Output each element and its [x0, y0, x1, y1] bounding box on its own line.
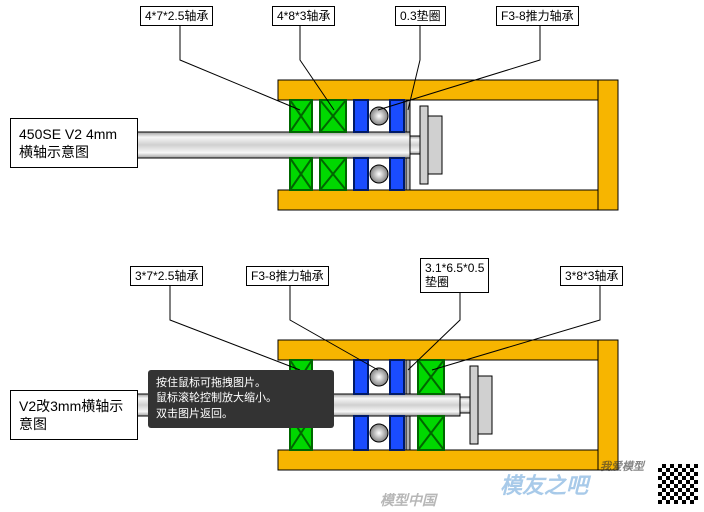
- d1-label-2: 4*8*3轴承: [272, 6, 335, 26]
- diagram-1: [60, 22, 618, 210]
- watermark-2: 模型中国: [380, 490, 436, 510]
- qr-code: [656, 462, 700, 506]
- tooltip-overlay: 按住鼠标可拖拽图片。 鼠标滚轮控制放大缩小。 双击图片返回。: [148, 370, 334, 428]
- watermark-3: 我爱模型: [600, 458, 644, 474]
- d2-label-1: 3*7*2.5轴承: [130, 266, 203, 286]
- bearings-top-1: [290, 100, 410, 132]
- canvas: 4*7*2.5轴承 4*8*3轴承 0.3垫圈 F3-8推力轴承 450SE V…: [0, 0, 704, 512]
- d2-title: V2改3mm横轴示 意图: [10, 390, 138, 440]
- watermark-1: 模友之吧: [500, 468, 588, 500]
- flange-2: [470, 366, 492, 444]
- d1-label-3: 0.3垫圈: [395, 6, 446, 26]
- bearings-bottom-1: [290, 158, 410, 190]
- diagram-2: [60, 282, 618, 470]
- d2-label-4: 3*8*3轴承: [560, 266, 623, 286]
- flange-1: [420, 106, 442, 184]
- d1-label-1: 4*7*2.5轴承: [140, 6, 213, 26]
- d2-label-2: F3-8推力轴承: [246, 266, 329, 286]
- d1-label-4: F3-8推力轴承: [496, 6, 579, 26]
- d2-label-3: 3.1*6.5*0.5 垫圈: [420, 258, 489, 293]
- d1-title: 450SE V2 4mm 横轴示意图: [10, 118, 138, 168]
